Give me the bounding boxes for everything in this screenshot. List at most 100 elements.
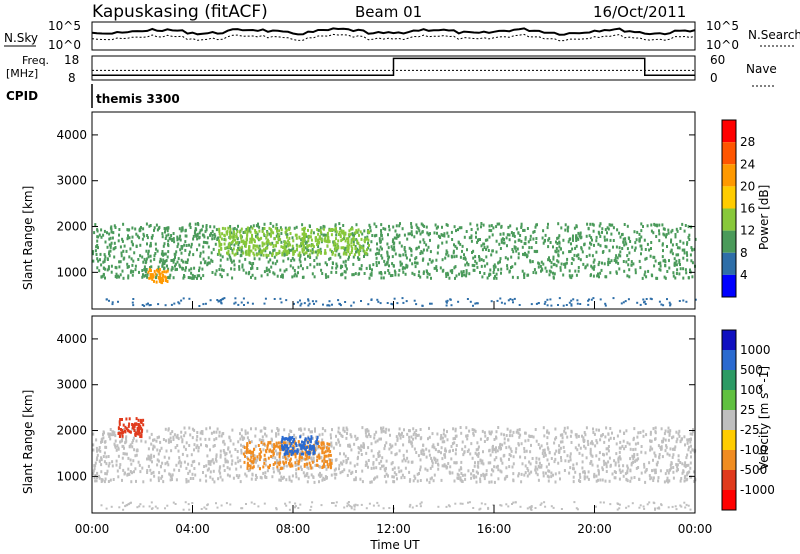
scatter-cell [151, 273, 154, 277]
scatter-cell [166, 460, 169, 464]
scatter-cell [389, 443, 392, 447]
scatter-cell [409, 478, 412, 482]
scatter-cell [351, 232, 354, 236]
scatter-cell [524, 242, 527, 246]
ground-scatter-cell [151, 507, 154, 510]
scatter-cell [239, 230, 241, 234]
scatter-cell [402, 266, 405, 270]
scatter-cell [494, 265, 497, 269]
scatter-cell [513, 234, 516, 238]
scatter-cell [117, 447, 120, 451]
scatter-cell [547, 258, 550, 262]
scatter-cell [552, 257, 555, 261]
scatter-cell [388, 271, 391, 275]
scatter-cell [507, 438, 510, 442]
scatter-cell [334, 246, 337, 250]
scatter-cell [204, 229, 207, 233]
scatter-cell [108, 461, 111, 465]
scatter-cell [267, 240, 270, 243]
y-tick-label: 1000 [56, 265, 87, 279]
scatter-cell [344, 239, 347, 243]
ground-scatter-cell [215, 502, 217, 505]
scatter-cell [185, 478, 188, 481]
scatter-cell [259, 467, 261, 471]
scatter-cell [622, 474, 625, 478]
scatter-cell [657, 479, 660, 483]
scatter-cell [307, 249, 310, 252]
scatter-cell [348, 252, 351, 256]
scatter-cell [650, 223, 653, 227]
scatter-cell [294, 464, 297, 467]
scatter-cell [94, 249, 97, 253]
ground-scatter-cell [240, 301, 243, 304]
scatter-cell [298, 457, 301, 461]
scatter-cell [542, 229, 545, 233]
ground-scatter-cell [307, 304, 310, 307]
scatter-cell [110, 230, 113, 234]
scatter-cell [131, 423, 134, 426]
ground-scatter-cell [220, 504, 223, 507]
scatter-cell [575, 433, 578, 437]
scatter-cell [606, 231, 608, 235]
scatter-cell [173, 252, 176, 256]
scatter-cell [372, 263, 375, 267]
scatter-cell [431, 432, 434, 436]
ground-scatter-cell [331, 502, 333, 504]
scatter-cell [325, 476, 328, 480]
scatter-cell [573, 226, 576, 230]
scatter-cell [118, 275, 121, 279]
scatter-cell [286, 449, 289, 453]
scatter-cell [580, 247, 583, 251]
scatter-cell [246, 443, 249, 447]
scatter-cell [148, 224, 151, 228]
scatter-cell [575, 224, 578, 228]
scatter-cell [644, 480, 647, 484]
scatter-cell [536, 467, 539, 471]
scatter-cell [163, 260, 166, 264]
scatter-cell [275, 252, 278, 255]
ground-scatter-cell [642, 505, 645, 508]
scatter-cell [299, 451, 302, 455]
scatter-cell [121, 444, 124, 448]
scatter-cell [668, 432, 671, 436]
scatter-cell [249, 237, 252, 241]
scatter-cell [627, 263, 630, 267]
scatter-cell [256, 232, 259, 236]
scatter-cell [646, 242, 649, 246]
scatter-cell [125, 437, 127, 440]
scatter-cell [185, 244, 188, 247]
scatter-cell [441, 440, 444, 444]
scatter-cell [651, 469, 653, 473]
scatter-cell [608, 261, 611, 264]
scatter-cell [131, 441, 134, 445]
scatter-cell [139, 418, 142, 422]
ground-scatter-cell [297, 507, 300, 509]
scatter-cell [410, 230, 413, 234]
scatter-cell [334, 224, 337, 228]
scatter-cell [654, 468, 657, 472]
scatter-cell [682, 276, 685, 280]
scatter-cell [579, 236, 582, 240]
scatter-cell [415, 247, 418, 251]
scatter-cell [172, 237, 175, 241]
scatter-cell [488, 274, 491, 277]
scatter-cell [194, 473, 197, 477]
scatter-cell [249, 262, 252, 265]
scatter-cell [380, 459, 383, 463]
scatter-cell [252, 459, 255, 463]
scatter-cell [124, 441, 127, 445]
scatter-cell [494, 274, 496, 278]
scatter-cell [226, 232, 229, 236]
scatter-cell [277, 432, 280, 436]
scatter-cell [644, 257, 647, 261]
scatter-cell [626, 464, 629, 468]
ground-scatter-cell [172, 501, 175, 504]
scatter-cell [400, 476, 403, 480]
scatter-cell [212, 247, 215, 251]
scatter-cell [550, 261, 553, 265]
scatter-cell [540, 464, 543, 467]
scatter-cell [604, 228, 607, 232]
scatter-cell [595, 235, 598, 239]
scatter-cell [488, 448, 491, 452]
